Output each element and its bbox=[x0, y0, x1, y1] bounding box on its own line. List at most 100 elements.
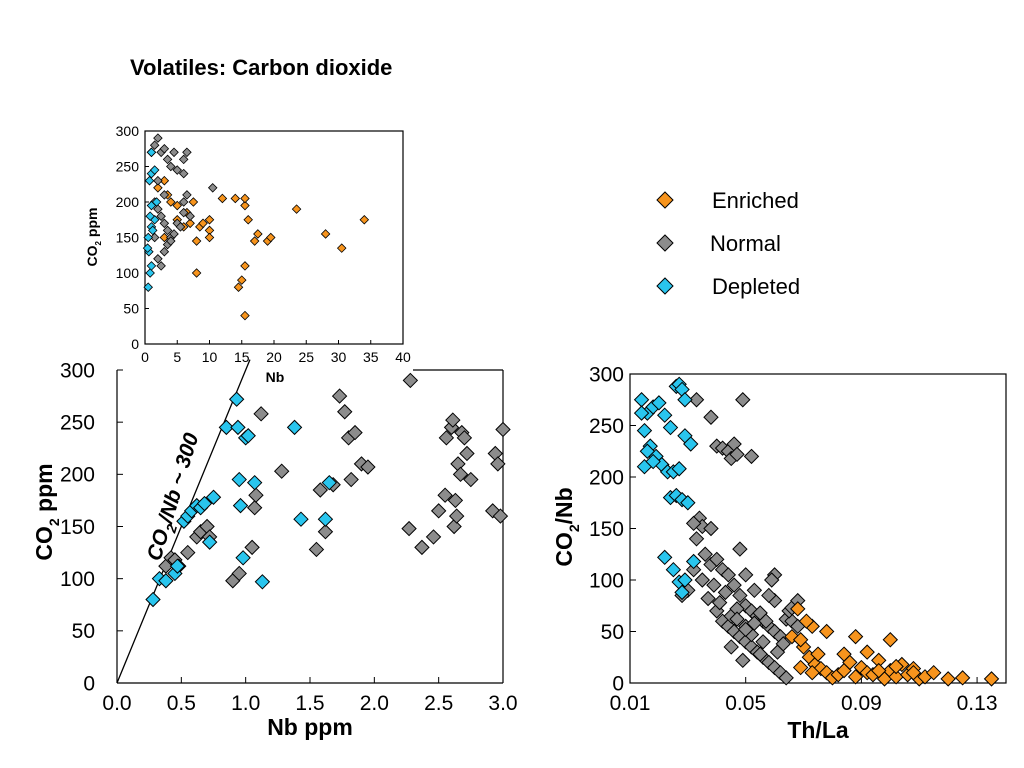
main-point-normal bbox=[347, 424, 363, 441]
right-point-enriched bbox=[954, 670, 971, 686]
right-point-depleted bbox=[677, 572, 693, 588]
right-point-normal bbox=[723, 639, 739, 655]
inset-point-depleted bbox=[151, 197, 162, 207]
main-xtick-label: 3.0 bbox=[488, 692, 517, 715]
right-point-enriched bbox=[798, 613, 815, 629]
main-point-normal bbox=[414, 539, 430, 556]
main-point-normal bbox=[312, 482, 329, 498]
right-ytick-label: 50 bbox=[601, 621, 624, 644]
inset-xtick-label: 5 bbox=[173, 349, 181, 365]
inset-xtick-label: 0 bbox=[141, 349, 149, 365]
inset-y-axis-label-sub: 2 bbox=[94, 240, 103, 245]
inset-point-enriched bbox=[320, 229, 331, 239]
main-ytick-label: 200 bbox=[60, 464, 95, 487]
inset-point-normal bbox=[166, 236, 176, 246]
right-y-axis-label-sub: 2 bbox=[566, 524, 582, 532]
right-point-normal bbox=[732, 587, 748, 604]
inset-point-depleted bbox=[145, 268, 155, 278]
right-point-normal bbox=[746, 582, 763, 599]
right-y-axis-label-group: CO2/Nb bbox=[551, 487, 582, 566]
right-point-enriched bbox=[905, 664, 922, 681]
main-point-depleted bbox=[218, 419, 235, 436]
main-y-axis-label-sub: 2 bbox=[46, 518, 62, 526]
right-point-normal bbox=[694, 572, 711, 588]
inset-point-enriched bbox=[166, 197, 176, 207]
right-point-enriched bbox=[818, 623, 835, 640]
main-point-depleted bbox=[205, 489, 222, 505]
right-point-normal bbox=[761, 587, 777, 604]
legend-label-enriched: Enriched bbox=[712, 188, 799, 213]
right-point-enriched bbox=[940, 671, 956, 687]
inset-point-normal bbox=[178, 154, 189, 165]
right-point-enriched bbox=[925, 664, 942, 681]
main-xtick-label: 0.5 bbox=[167, 692, 196, 715]
inset-point-enriched bbox=[359, 214, 370, 225]
main-point-normal bbox=[446, 518, 462, 535]
right-point-depleted bbox=[674, 584, 690, 601]
right-point-enriched bbox=[882, 632, 899, 648]
main-point-normal bbox=[343, 471, 359, 488]
inset-point-normal bbox=[153, 175, 163, 186]
right-point-normal bbox=[688, 392, 705, 408]
right-point-normal bbox=[775, 636, 791, 652]
inset-xtick-label: 20 bbox=[266, 349, 282, 365]
main-point-normal bbox=[430, 503, 447, 519]
right-point-enriched bbox=[804, 664, 820, 681]
main-point-depleted bbox=[169, 558, 186, 574]
right-point-normal bbox=[685, 561, 702, 578]
inset-xtick-label: 25 bbox=[298, 349, 314, 365]
right-point-depleted bbox=[671, 461, 687, 477]
right-xtick-label: 0.13 bbox=[957, 692, 998, 715]
main-point-depleted bbox=[232, 497, 249, 514]
main-point-normal bbox=[308, 541, 325, 558]
main-point-depleted bbox=[230, 419, 246, 436]
right-ytick-label: 100 bbox=[589, 569, 624, 592]
main-ytick-label: 100 bbox=[60, 568, 95, 591]
right-xtick-label: 0.09 bbox=[841, 692, 882, 715]
main-point-depleted bbox=[158, 573, 174, 589]
right-point-normal bbox=[720, 567, 737, 583]
inset-point-enriched bbox=[159, 232, 170, 243]
right-ytick-label: 150 bbox=[589, 518, 624, 541]
inset-xtick-label: 10 bbox=[202, 349, 218, 365]
right-point-enriched bbox=[810, 646, 826, 662]
right-scatter-chart: 0.01 0.05 0.09 0.13 0 50 100 150 200 250 300 Th/La C… bbox=[551, 363, 1007, 743]
legend-marker-depleted bbox=[656, 277, 674, 295]
right-point-depleted bbox=[639, 443, 656, 459]
main-point-normal bbox=[450, 456, 466, 472]
main-point-normal bbox=[401, 520, 417, 537]
inset-point-depleted bbox=[146, 147, 157, 158]
right-point-depleted bbox=[636, 422, 653, 439]
inset-point-enriched bbox=[204, 214, 215, 225]
inset-point-normal bbox=[178, 197, 189, 207]
main-point-normal bbox=[490, 456, 506, 472]
right-xtick-label: 0.01 bbox=[610, 692, 651, 715]
right-point-enriched bbox=[792, 659, 809, 676]
main-point-normal bbox=[360, 459, 376, 475]
right-point-enriched bbox=[983, 671, 1000, 687]
inset-point-enriched bbox=[253, 229, 263, 239]
inset-point-normal bbox=[153, 204, 163, 214]
right-point-normal bbox=[729, 611, 745, 627]
main-xtick-label: 1.5 bbox=[295, 692, 324, 715]
right-point-normal bbox=[732, 541, 748, 557]
main-point-depleted bbox=[145, 591, 161, 608]
right-y-axis-label: CO2/Nb bbox=[551, 487, 582, 566]
inset-point-enriched bbox=[240, 261, 250, 271]
inset-y-axis-label-main: CO bbox=[84, 245, 100, 266]
main-point-normal bbox=[437, 487, 453, 503]
main-point-normal bbox=[337, 404, 353, 420]
right-point-normal bbox=[735, 392, 751, 408]
right-point-depleted bbox=[645, 453, 661, 470]
inset-point-enriched bbox=[236, 275, 247, 285]
inset-point-normal bbox=[169, 147, 179, 158]
main-point-normal bbox=[456, 430, 473, 446]
right-point-normal bbox=[735, 652, 751, 669]
inset-point-enriched bbox=[204, 232, 215, 243]
inset-point-normal bbox=[159, 246, 170, 257]
main-ytick-label: 0 bbox=[83, 672, 95, 695]
main-point-normal bbox=[231, 565, 247, 582]
inset-point-enriched bbox=[243, 214, 253, 225]
inset-point-normal bbox=[178, 207, 189, 218]
inset-point-normal bbox=[166, 161, 176, 172]
